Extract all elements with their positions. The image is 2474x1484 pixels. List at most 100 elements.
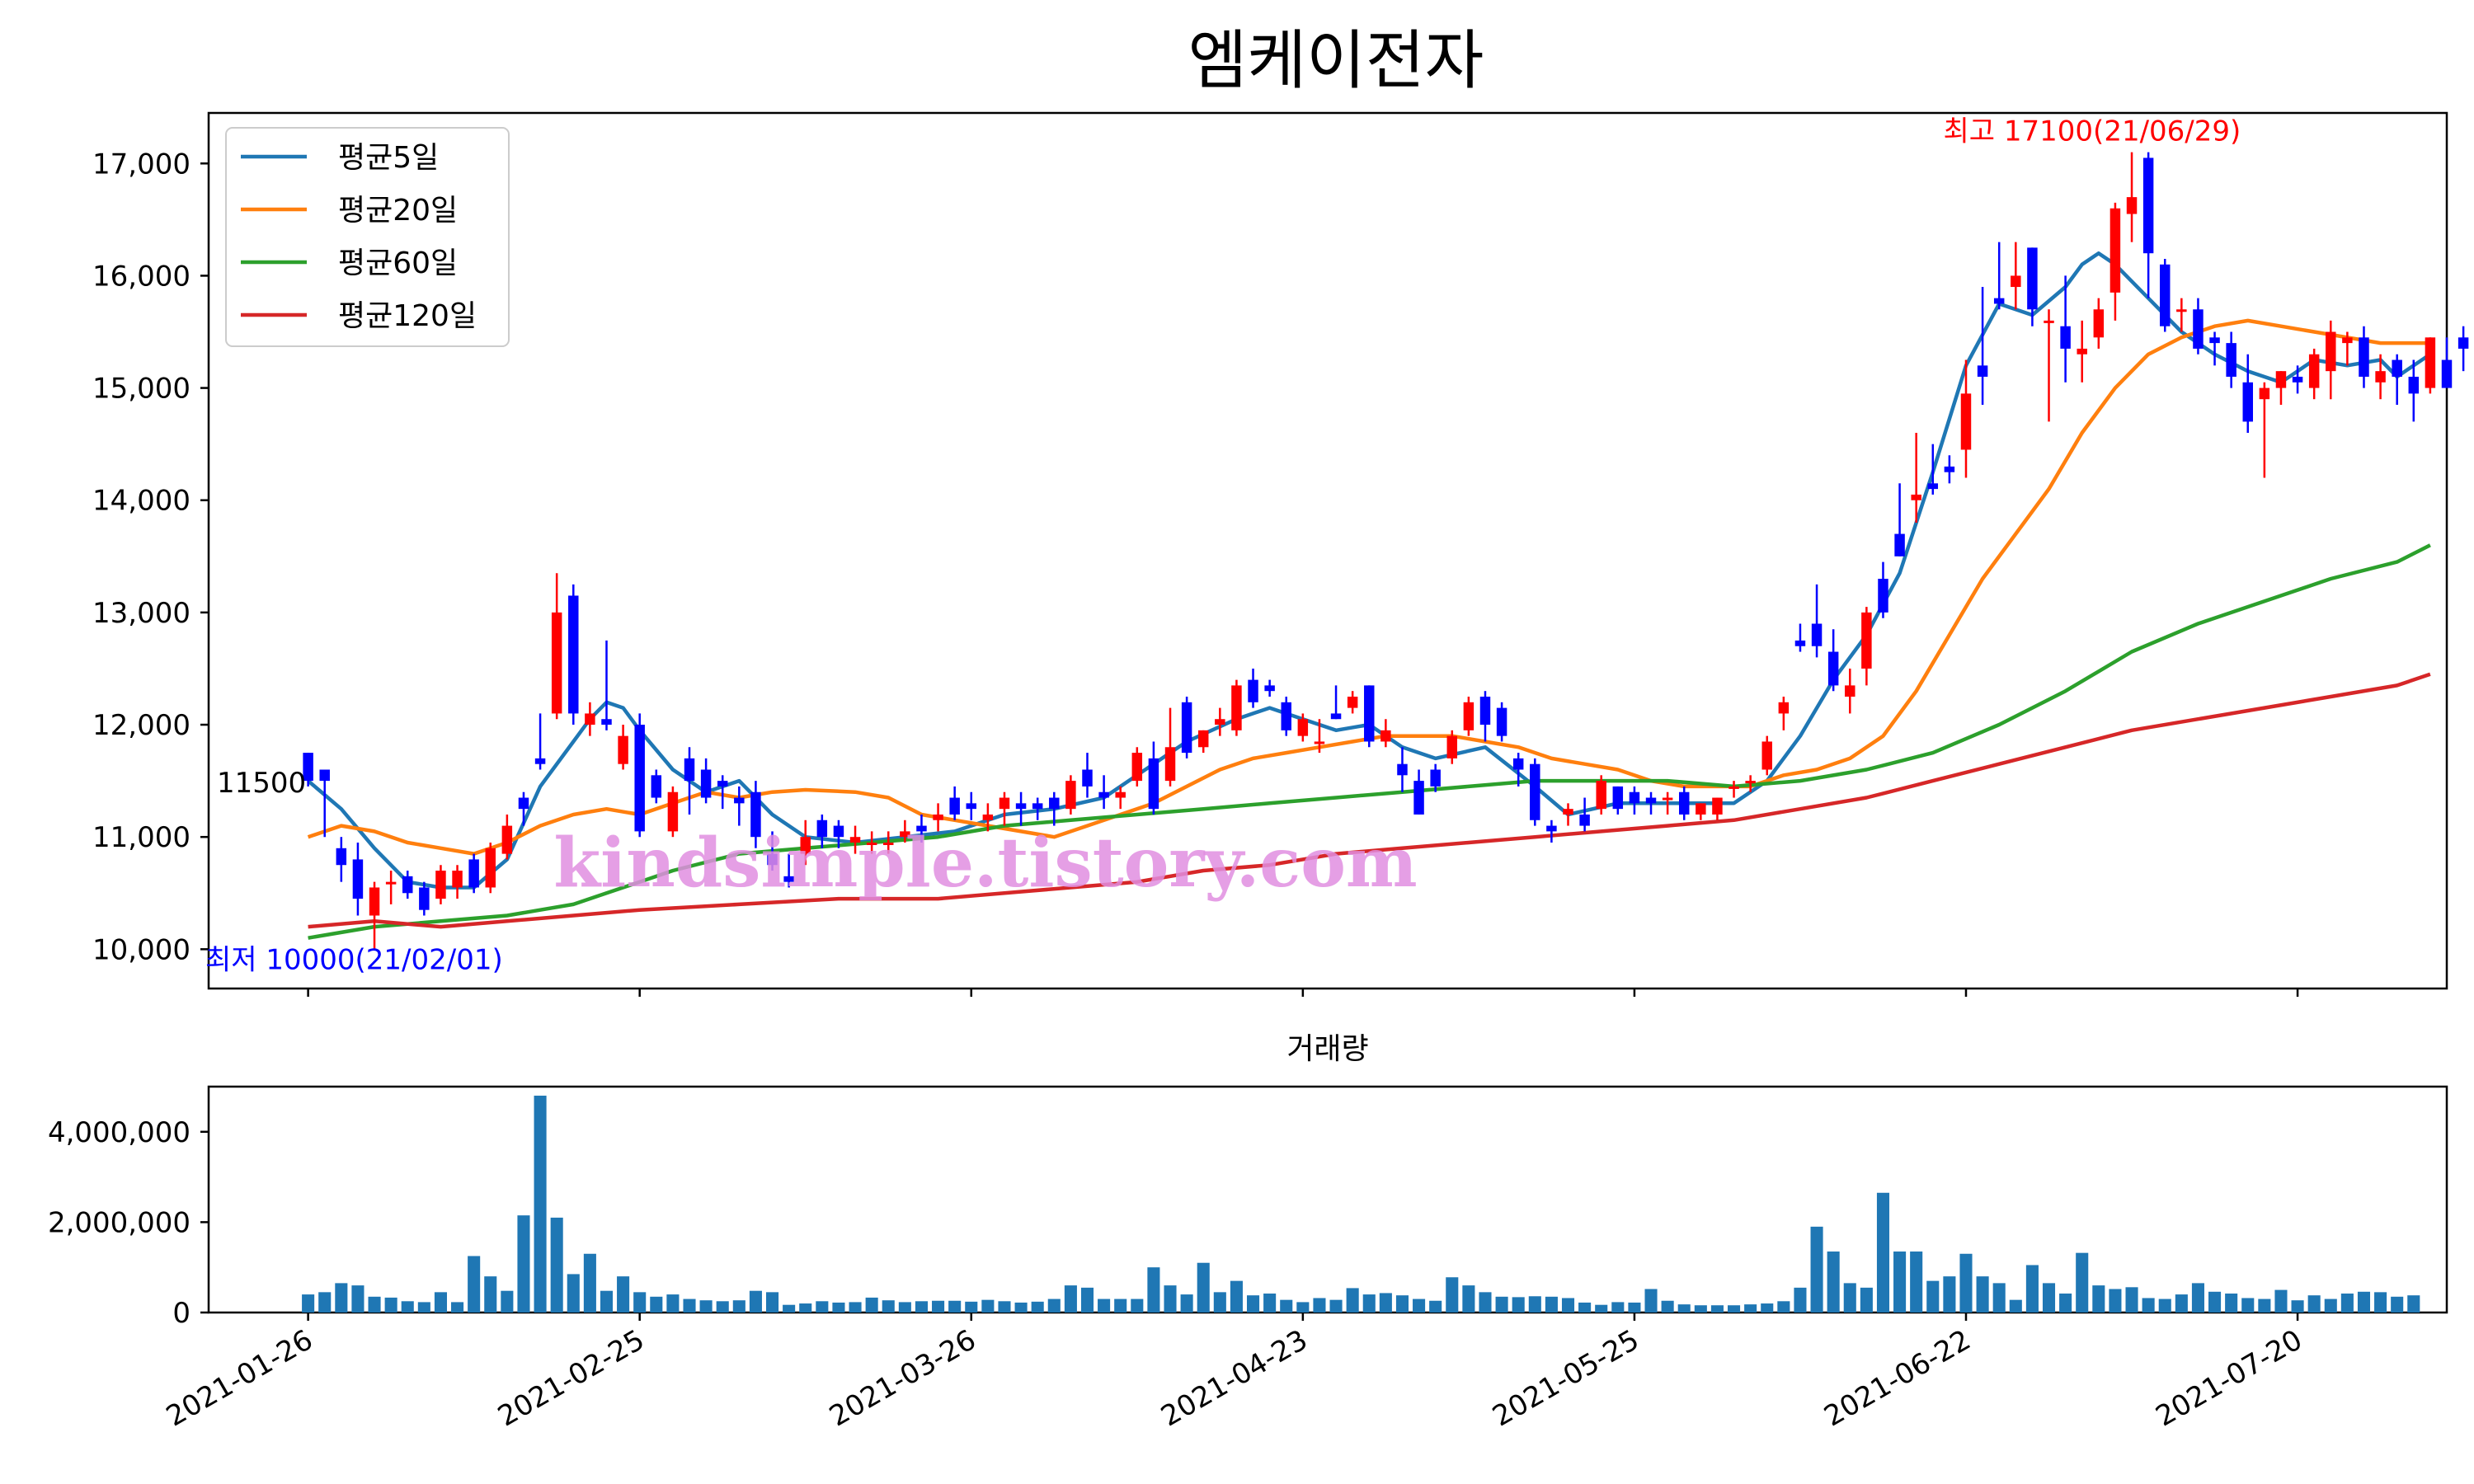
legend-box xyxy=(225,127,510,347)
volume-bar xyxy=(2009,1299,2022,1313)
candle-body xyxy=(1231,685,1242,730)
volume-bar xyxy=(1910,1252,1923,1313)
volume-bar xyxy=(2340,1293,2354,1313)
volume-bar xyxy=(351,1285,365,1313)
candle-body xyxy=(684,758,695,782)
volume-bar xyxy=(1710,1305,1724,1313)
candle-body xyxy=(518,797,529,810)
candle-body xyxy=(2359,337,2369,377)
candle xyxy=(734,786,745,826)
volume-bar xyxy=(650,1296,663,1313)
candle-body xyxy=(651,775,662,798)
candle-body xyxy=(1827,651,1839,686)
candle-body xyxy=(1579,814,1590,826)
candle xyxy=(1297,713,1309,742)
volume-bar xyxy=(915,1301,928,1313)
candle-body xyxy=(2077,348,2087,355)
volume-y-tick-label: 2,000,000 xyxy=(48,1206,190,1239)
candle xyxy=(1015,791,1027,826)
legend-label-ma20: 평균20일 xyxy=(338,194,458,228)
candle xyxy=(833,819,844,848)
candle xyxy=(900,819,910,843)
volume-bar xyxy=(2208,1291,2222,1313)
candle xyxy=(1231,679,1242,736)
candle-body xyxy=(767,853,778,866)
candle-body xyxy=(2425,337,2436,388)
candle-body xyxy=(1629,791,1640,804)
candle-body xyxy=(2392,359,2402,377)
candle xyxy=(551,573,562,720)
volume-bar xyxy=(1131,1298,1144,1313)
candle-body xyxy=(601,719,612,726)
date-tick-label: 2021-05-25 xyxy=(1487,1323,1644,1433)
ma-line xyxy=(308,672,2431,929)
candle-body xyxy=(1861,612,1872,669)
candle xyxy=(1347,691,1358,714)
candle xyxy=(2392,354,2402,405)
candle-body xyxy=(1927,483,1939,490)
candle-body xyxy=(1115,791,1126,798)
volume-bar xyxy=(1014,1302,1028,1313)
candle-body xyxy=(634,725,645,832)
candle xyxy=(1696,803,1706,820)
volume-bar xyxy=(882,1300,895,1313)
candle xyxy=(684,747,695,815)
candle-body xyxy=(369,887,380,916)
volume-bar xyxy=(2025,1265,2039,1313)
candle-body xyxy=(2209,337,2220,344)
volume-bar xyxy=(1578,1302,1592,1313)
candle-body xyxy=(1364,685,1375,742)
volume-bar xyxy=(816,1301,829,1313)
candle xyxy=(468,853,479,894)
candle xyxy=(1314,719,1325,754)
legend-label-ma120: 평균120일 xyxy=(338,299,477,333)
candle xyxy=(700,758,712,804)
candle xyxy=(2259,382,2270,478)
candle xyxy=(1049,791,1060,826)
candle-body xyxy=(800,837,811,854)
volume-bar xyxy=(1561,1298,1575,1313)
candle-body xyxy=(717,781,728,787)
candle xyxy=(1977,287,1988,405)
candle-body xyxy=(1696,803,1706,815)
candle-body xyxy=(1878,579,1888,613)
candle-body xyxy=(1729,786,1739,789)
candle xyxy=(369,881,380,950)
candle xyxy=(1065,775,1076,815)
candle-body xyxy=(1032,803,1043,810)
price-y-axis: 10,000 11,000 12,000 13,000 14,000 15,000 16,0… xyxy=(92,148,209,966)
candle-body xyxy=(534,758,546,764)
candle xyxy=(303,753,313,787)
volume-bar xyxy=(1413,1298,1426,1313)
candle xyxy=(1993,242,2005,310)
volume-bar xyxy=(368,1296,381,1313)
price-plot-area xyxy=(207,111,2448,990)
volume-bar xyxy=(1346,1288,1359,1313)
volume-bar xyxy=(1031,1301,1044,1313)
candle xyxy=(2011,242,2021,310)
price-y-tick-label: 10,000 xyxy=(92,933,190,966)
volume-bar xyxy=(832,1302,845,1313)
price-x-axis xyxy=(307,989,2299,997)
candle-body xyxy=(568,595,579,714)
candle xyxy=(767,831,778,871)
volume-bar xyxy=(1180,1294,1193,1313)
volume-bar xyxy=(1694,1305,1707,1313)
candle xyxy=(518,791,529,826)
candle xyxy=(336,837,347,882)
price-y-tick-label: 12,000 xyxy=(92,709,190,742)
candle-body xyxy=(336,848,347,866)
candle xyxy=(1745,775,1756,792)
candle xyxy=(1463,697,1475,736)
candle-body xyxy=(2226,343,2236,377)
candle xyxy=(2226,331,2236,388)
candle xyxy=(2441,337,2453,388)
candle xyxy=(1530,758,1540,826)
candle-body xyxy=(1297,719,1309,736)
volume-bar xyxy=(2142,1298,2155,1313)
candle-body xyxy=(2011,275,2021,288)
date-tick-label: 2021-03-26 xyxy=(824,1323,981,1433)
volume-bar xyxy=(1280,1299,1293,1313)
candle-body xyxy=(1761,741,1772,770)
